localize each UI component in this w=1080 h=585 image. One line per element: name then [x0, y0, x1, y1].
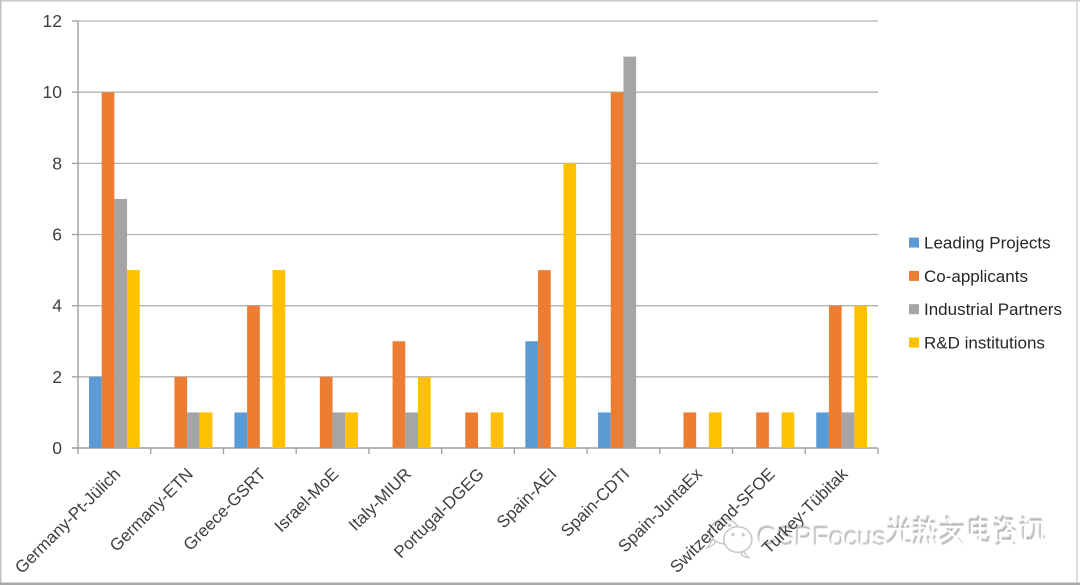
- svg-text:8: 8: [52, 153, 62, 173]
- svg-text:12: 12: [43, 11, 62, 31]
- svg-text:0: 0: [52, 438, 62, 458]
- svg-text:CSPFocus: CSPFocus: [758, 523, 887, 553]
- svg-text:Co-applicants: Co-applicants: [924, 267, 1028, 286]
- svg-text:R&D institutions: R&D institutions: [924, 334, 1045, 353]
- svg-text:CSPFocus: CSPFocus: [757, 521, 886, 551]
- svg-text:4: 4: [52, 296, 62, 316]
- svg-text:10: 10: [43, 82, 63, 102]
- svg-text:Industrial Partners: Industrial Partners: [924, 300, 1062, 319]
- svg-text:Leading Projects: Leading Projects: [924, 234, 1051, 253]
- svg-text:2: 2: [52, 367, 62, 387]
- svg-text:6: 6: [52, 225, 62, 245]
